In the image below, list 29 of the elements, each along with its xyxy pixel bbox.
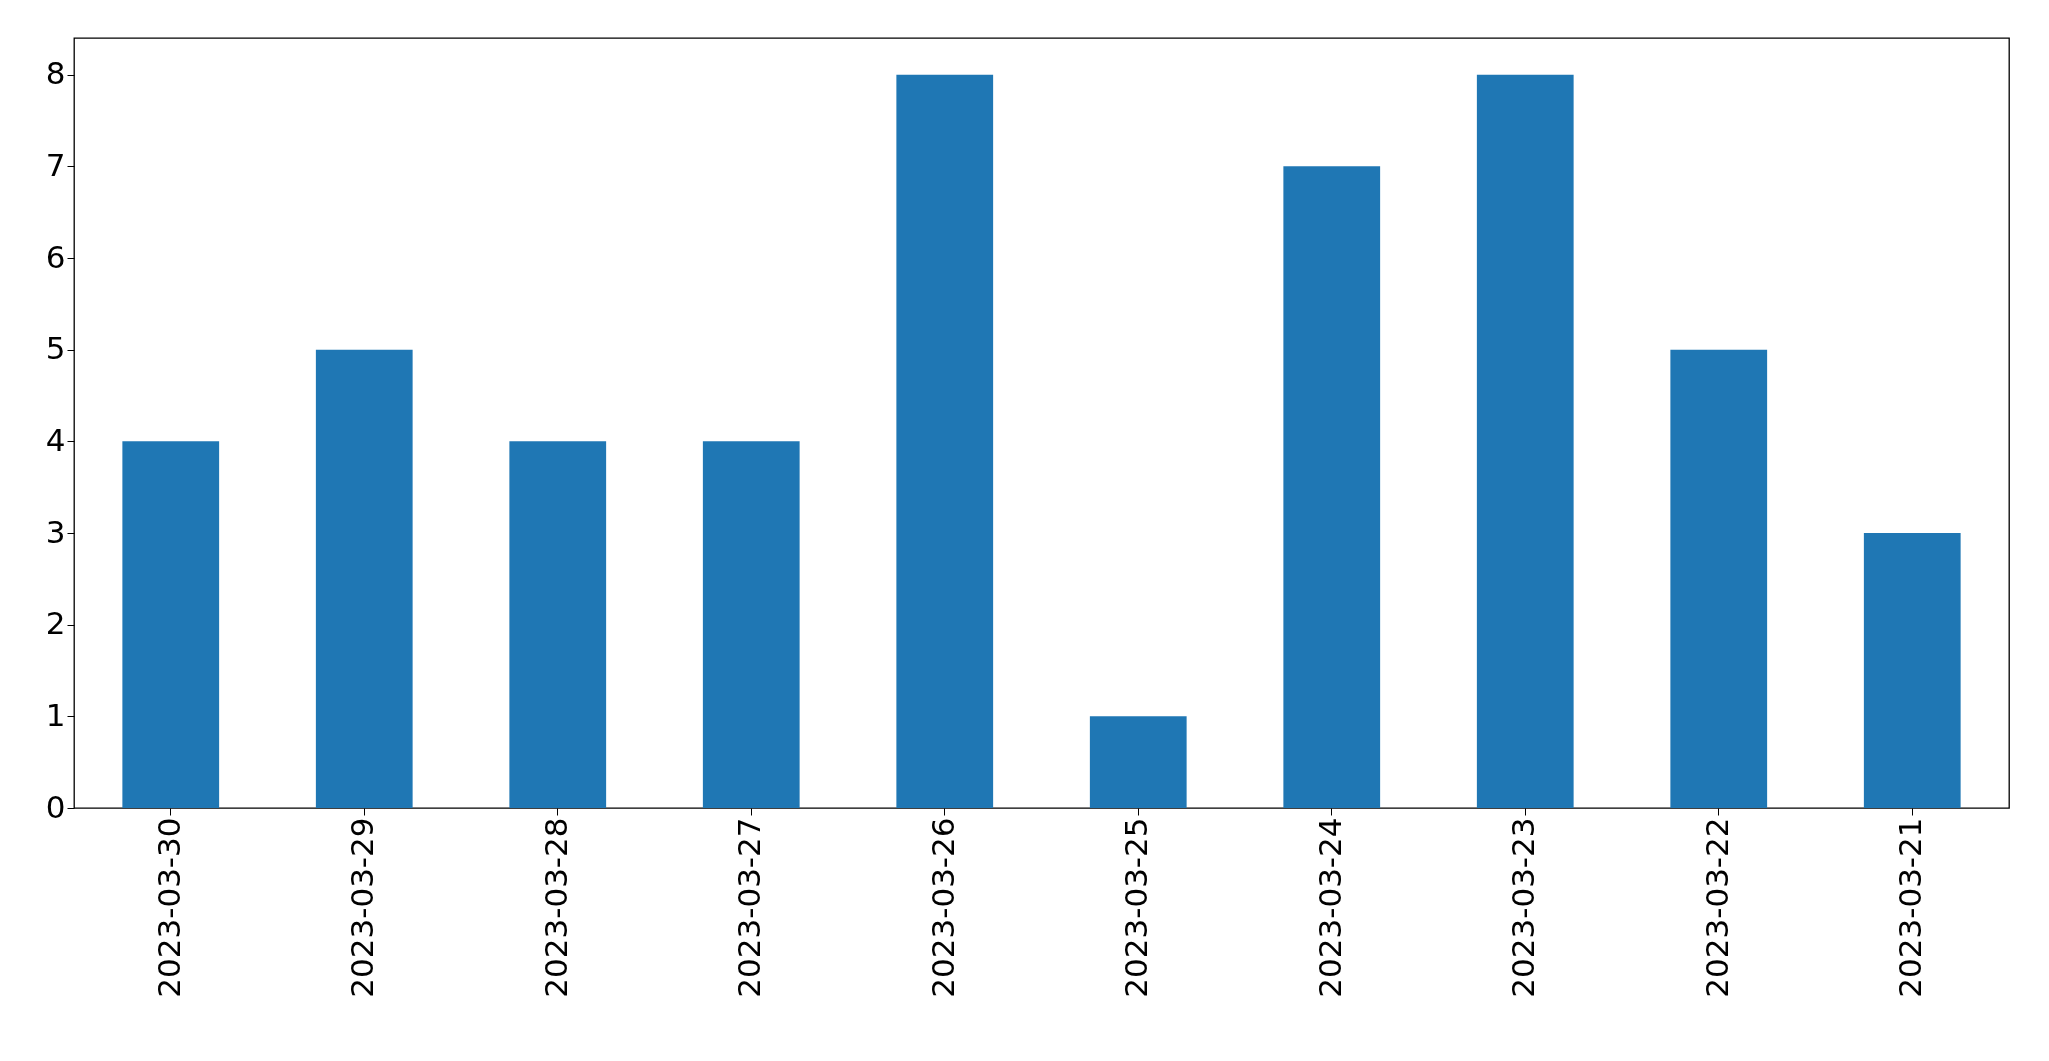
x-tick-label: 2023-03-27	[731, 817, 768, 998]
x-tick-label: 2023-03-25	[1118, 817, 1155, 998]
y-tick-label: 7	[45, 146, 66, 183]
bar	[896, 74, 994, 808]
y-tick-label: 5	[45, 330, 66, 367]
x-tick-label: 2023-03-21	[1892, 817, 1929, 998]
bar	[509, 441, 607, 808]
bar	[1476, 74, 1574, 808]
x-tick-label: 2023-03-23	[1505, 817, 1542, 998]
bar	[315, 349, 413, 808]
y-tick-label: 8	[45, 55, 66, 92]
bar	[122, 441, 220, 808]
bar	[1670, 349, 1768, 808]
y-tick-label: 0	[45, 788, 66, 825]
y-tick-label: 6	[45, 238, 66, 275]
bar	[702, 441, 800, 808]
y-tick-label: 4	[45, 421, 66, 458]
y-tick-label: 3	[45, 513, 66, 550]
bar	[1089, 716, 1187, 808]
x-tick-label: 2023-03-22	[1698, 817, 1735, 998]
bar	[1863, 533, 1961, 808]
x-tick-label: 2023-03-24	[1311, 817, 1348, 998]
x-tick-label: 2023-03-28	[537, 817, 574, 998]
x-tick-label: 2023-03-29	[344, 817, 381, 998]
bar	[1283, 166, 1381, 808]
y-tick-label: 1	[45, 696, 66, 733]
y-tick-label: 2	[45, 605, 66, 642]
x-tick-label: 2023-03-30	[150, 817, 187, 998]
x-tick-label: 2023-03-26	[924, 817, 961, 998]
